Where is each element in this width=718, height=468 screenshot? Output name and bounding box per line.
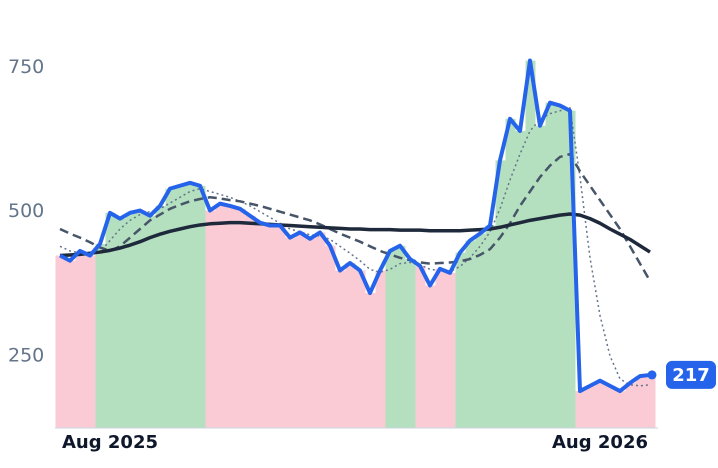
background-bar <box>625 383 636 428</box>
background-bar <box>145 215 156 428</box>
background-bar <box>495 160 506 428</box>
background-bar <box>265 225 276 428</box>
background-bar <box>645 374 656 428</box>
background-bar <box>295 232 306 428</box>
background-bar <box>395 245 406 428</box>
y-tick-label: 750 <box>8 56 44 78</box>
background-bar <box>595 380 606 428</box>
background-bar <box>525 60 536 428</box>
x-tick-label: Aug 2025 <box>62 432 158 453</box>
background-bar <box>515 130 526 429</box>
background-bar <box>115 218 126 428</box>
background-bar <box>605 385 616 428</box>
background-bar <box>225 205 236 428</box>
background-bar <box>365 293 376 428</box>
background-bar <box>335 270 346 428</box>
background-bar <box>545 102 556 429</box>
background-bar <box>555 105 566 428</box>
background-bar <box>195 185 206 428</box>
background-bar <box>85 255 96 428</box>
background-bar <box>575 391 586 428</box>
series-line <box>59 58 651 394</box>
y-tick-label: 500 <box>8 200 44 222</box>
background-bar <box>445 272 456 428</box>
background-bar <box>65 260 76 428</box>
background-bar <box>385 250 396 428</box>
last-point <box>647 370 657 380</box>
background-bar <box>105 212 116 428</box>
background-bar <box>355 270 366 428</box>
background-bar <box>175 185 186 428</box>
background-bar <box>435 268 446 428</box>
background-bar <box>405 258 416 428</box>
background-bar <box>635 376 646 428</box>
background-bar <box>125 212 136 428</box>
background-bar <box>285 237 296 428</box>
background-bar <box>235 208 246 428</box>
background-bar <box>55 255 66 428</box>
background-bar <box>485 225 496 428</box>
x-tick-label: Aug 2026 <box>552 432 648 453</box>
background-bar <box>475 233 486 428</box>
background-bar <box>615 391 626 428</box>
background-bar <box>325 245 336 428</box>
background-bar <box>255 222 266 428</box>
background-bar <box>585 385 596 428</box>
series-line <box>59 152 652 282</box>
background-bar <box>95 243 106 428</box>
background-bar <box>425 285 436 428</box>
background-bar <box>75 250 86 428</box>
background-bar <box>505 118 516 429</box>
background-bar <box>415 265 426 428</box>
series-line <box>59 212 651 258</box>
background-bar <box>305 238 316 428</box>
background-bar <box>345 263 356 428</box>
background-bar <box>375 270 386 428</box>
background-bar <box>245 215 256 428</box>
y-tick-label: 250 <box>8 344 44 366</box>
background-bar <box>215 203 226 428</box>
background-bar <box>275 225 286 428</box>
background-bar <box>455 252 466 428</box>
background-bar <box>135 210 146 428</box>
last-badge <box>666 360 716 389</box>
background-bar <box>315 232 326 428</box>
background-bar <box>565 110 576 428</box>
background-bar <box>165 188 176 428</box>
background-bar <box>185 182 196 428</box>
background-bar <box>465 240 476 428</box>
background-bar <box>205 210 216 428</box>
background-bar <box>535 125 546 428</box>
background-bar <box>155 205 166 428</box>
last-value-label: 217 <box>672 365 710 386</box>
